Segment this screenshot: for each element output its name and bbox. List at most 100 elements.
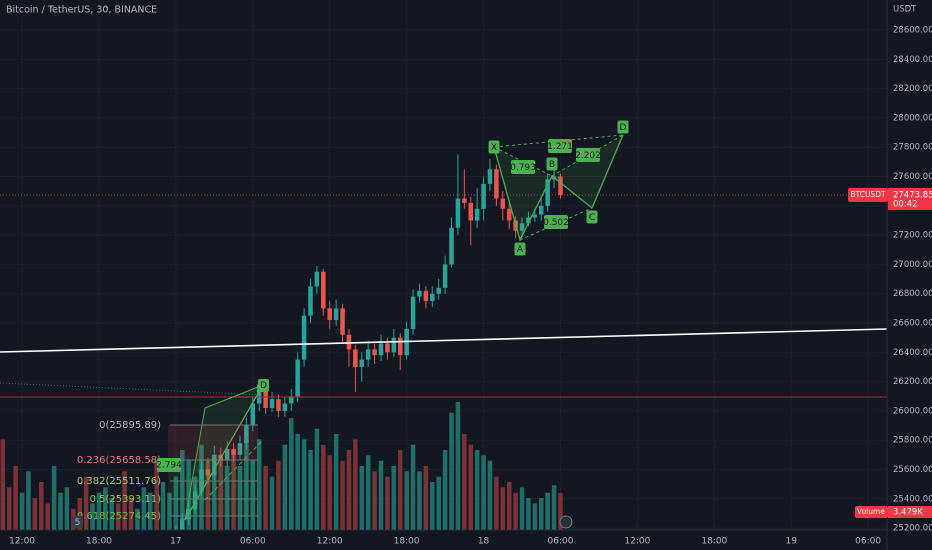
volume-bar	[385, 476, 390, 530]
volume-bar	[474, 450, 480, 530]
volume-bar	[346, 450, 352, 530]
x-tick-label: 12:00	[9, 537, 35, 547]
ratio-label: 1.271	[547, 142, 573, 152]
volume-bar	[397, 450, 403, 530]
volume-bar	[487, 460, 493, 530]
candle-body	[365, 349, 371, 360]
price-axis	[887, 0, 932, 550]
ray	[0, 382, 264, 396]
candle-body	[231, 448, 236, 455]
fib-zone	[168, 425, 258, 460]
volume-bar	[327, 455, 332, 530]
volume-bar	[26, 471, 31, 530]
candle-body	[135, 546, 139, 550]
point-label: D	[260, 381, 267, 391]
volume-bar	[378, 460, 384, 530]
volume-bar	[372, 471, 377, 530]
candle-body	[455, 198, 461, 228]
y-tick-label: 27800.00	[893, 143, 932, 153]
fib-zone	[168, 460, 258, 516]
volume-bar	[173, 476, 179, 530]
y-tick-label: 25400.00	[893, 494, 932, 504]
volume-bar	[455, 402, 461, 530]
volume-bar	[500, 487, 506, 530]
y-tick-label: 25800.00	[893, 436, 932, 446]
volume-bar	[506, 482, 512, 530]
candle-body	[359, 359, 365, 367]
pattern-area	[494, 147, 552, 240]
currency-label: USDT	[893, 5, 917, 15]
volume-bar	[526, 498, 531, 530]
symbol-tag: BTCUSDT	[850, 190, 886, 199]
volume-bar	[0, 439, 6, 530]
candle-body	[154, 538, 158, 542]
candle-body	[276, 399, 281, 411]
point-box	[586, 210, 598, 224]
candle-body	[116, 540, 120, 543]
point-box	[488, 140, 500, 154]
candle-body	[474, 208, 480, 221]
y-tick-label: 28000.00	[893, 113, 932, 123]
fib-label: 0.236(25658.58)	[77, 455, 161, 466]
y-tick-label: 27600.00	[893, 172, 932, 182]
candle-body	[224, 448, 230, 461]
event-label: 5	[75, 518, 81, 528]
y-tick-label: 28400.00	[893, 55, 932, 65]
volume-bar	[442, 450, 448, 530]
volume-bar	[359, 466, 365, 530]
x-tick-label: 12:00	[624, 537, 650, 547]
last-price: 27473.85	[893, 190, 932, 200]
volume-bar	[314, 428, 320, 530]
volume-bar	[289, 418, 294, 530]
candle-body	[321, 271, 326, 309]
volume-bar	[32, 498, 38, 530]
candle-body	[71, 546, 75, 549]
candle-body	[417, 290, 422, 297]
candle-body	[391, 337, 397, 353]
ratio-label: 0.502	[543, 218, 569, 228]
point-box	[514, 242, 526, 256]
price-tag	[848, 187, 888, 202]
volume-bar	[19, 492, 25, 530]
volume-bar	[301, 439, 307, 530]
candle-body	[192, 491, 198, 510]
y-tick-label: 27000.00	[893, 260, 932, 270]
candle-body	[161, 540, 165, 543]
volume-bar	[39, 482, 44, 530]
ratio-box	[544, 215, 568, 229]
volume-bar	[430, 482, 435, 530]
candle-body	[506, 208, 512, 221]
candle-body	[519, 223, 525, 231]
volume-bar	[224, 466, 230, 530]
volume-bar	[276, 460, 281, 530]
point-box	[617, 120, 629, 134]
y-tick-label: 26800.00	[893, 289, 932, 299]
candle-body	[436, 287, 441, 294]
candle-body	[449, 227, 454, 265]
candle-body	[301, 315, 307, 360]
volume-bar	[295, 434, 300, 530]
volume-bar	[410, 444, 416, 530]
candle-body	[65, 546, 69, 550]
candle-body	[327, 308, 332, 321]
volume-bar	[90, 503, 95, 530]
y-tick-label: 28200.00	[893, 84, 932, 94]
volume-bar	[340, 460, 345, 530]
candle-body	[180, 519, 185, 530]
x-tick-label: 18:00	[701, 537, 727, 547]
volume-bar	[122, 471, 127, 530]
price-tag	[888, 187, 932, 210]
volume-bar	[545, 492, 550, 530]
candle-body	[378, 343, 384, 356]
volume-bar	[404, 471, 409, 530]
candle-body	[212, 454, 217, 476]
volume-bar	[244, 428, 249, 530]
ratio-box	[548, 139, 572, 153]
volume-bar	[45, 503, 50, 530]
point-label: A	[517, 245, 524, 255]
candle-body	[372, 349, 377, 356]
candle-body	[442, 264, 448, 288]
fib-levels	[170, 424, 258, 517]
volume-bar	[532, 503, 538, 530]
